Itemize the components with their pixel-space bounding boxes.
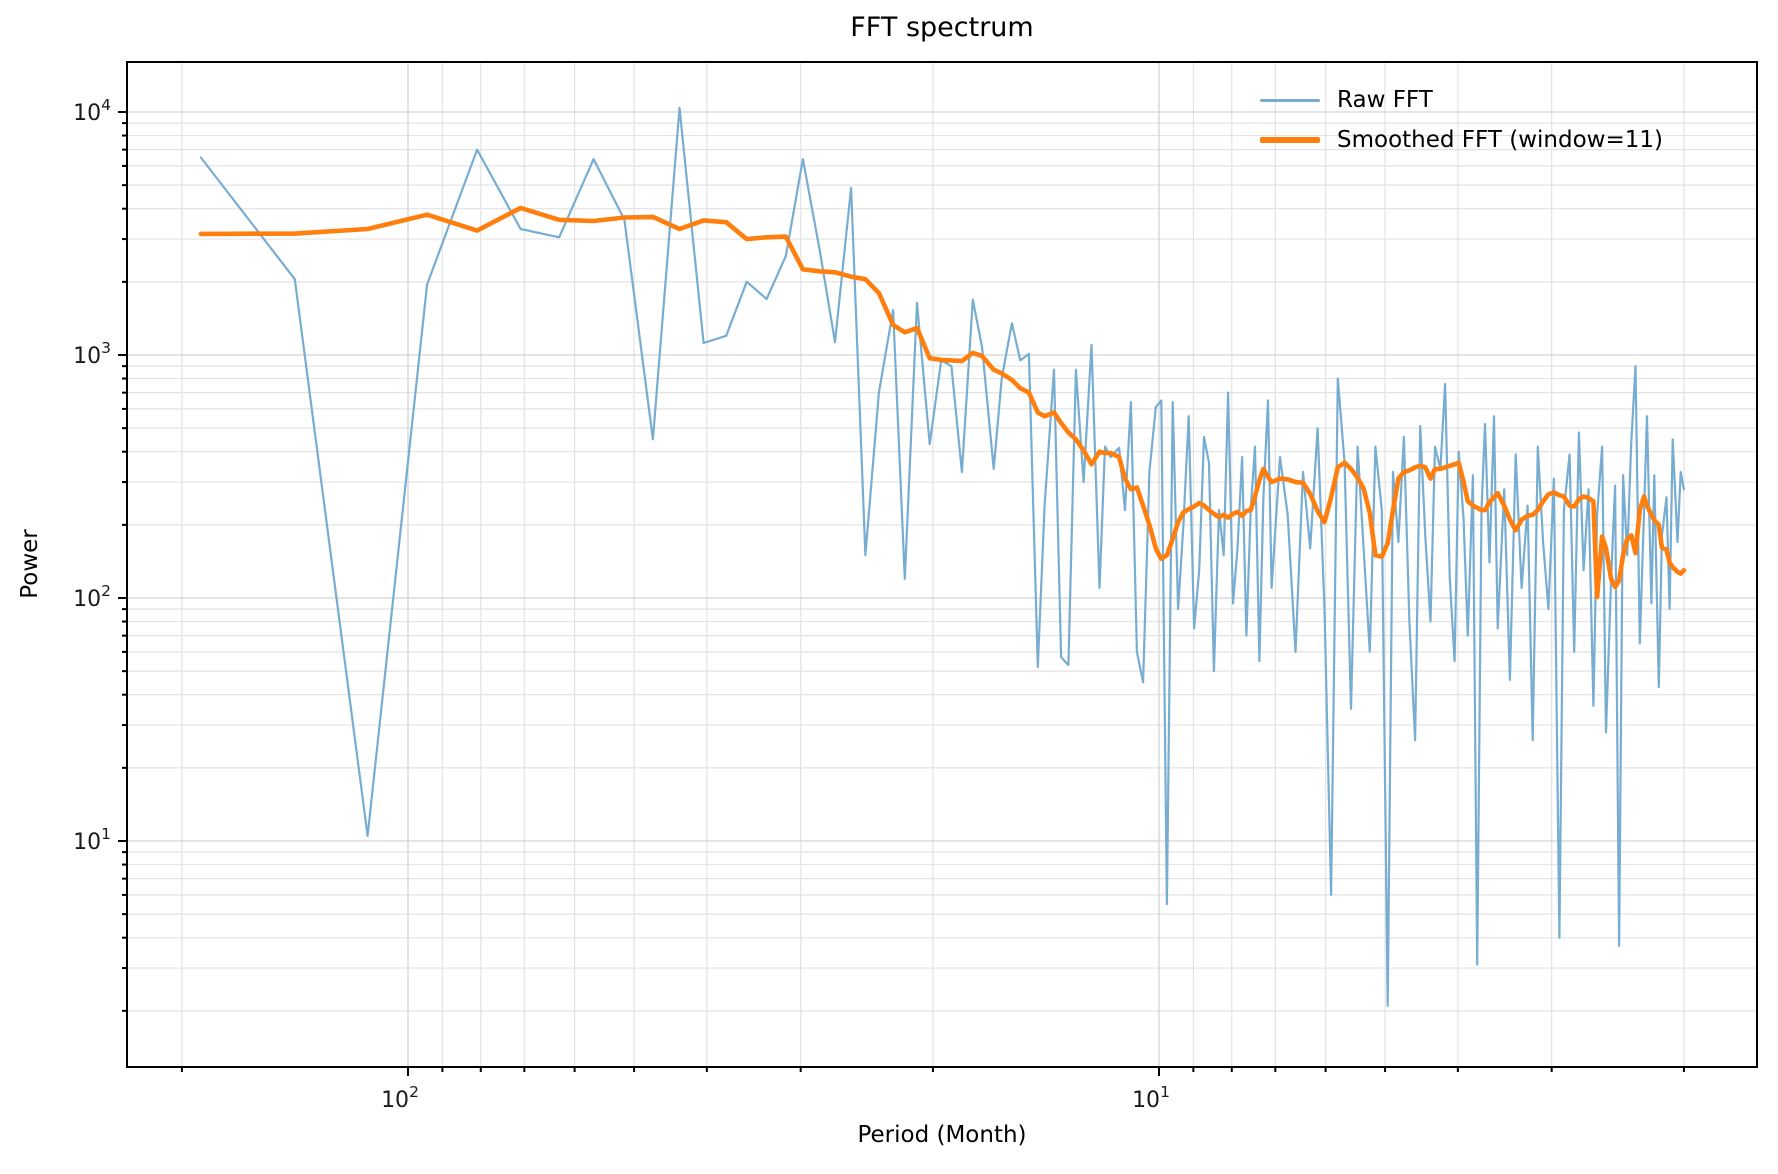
svg-text:103: 103	[73, 339, 111, 369]
legend-label-raw-fft: Raw FFT	[1337, 87, 1433, 113]
svg-text:101: 101	[1132, 1083, 1170, 1113]
raw-fft-line	[199, 106, 1685, 1007]
chart-title: FFT spectrum	[850, 12, 1034, 43]
major-gridlines	[127, 62, 1757, 1067]
svg-text:102: 102	[381, 1083, 419, 1113]
raw-fft-legend-line	[1260, 98, 1320, 102]
legend-item-smoothed-fft: Smoothed FFT (window=11)	[1260, 120, 1663, 160]
legend-item-raw-fft: Raw FFT	[1260, 80, 1663, 120]
tick-labels: 102 101 104 103 102 101	[73, 96, 1170, 1113]
smoothed-fft-line	[198, 205, 1687, 600]
y-axis-label: Power	[17, 529, 43, 599]
legend-label-smoothed-fft: Smoothed FFT (window=11)	[1337, 127, 1663, 153]
legend: Raw FFT Smoothed FFT (window=11)	[1260, 80, 1663, 160]
x-axis-label: Period (Month)	[857, 1122, 1027, 1148]
svg-text:104: 104	[73, 96, 111, 126]
minor-gridlines	[127, 62, 1757, 1067]
plot-border	[126, 61, 1758, 1068]
svg-text:101: 101	[73, 825, 111, 855]
smoothed-fft-legend-line	[1260, 137, 1320, 143]
axis-ticks	[118, 111, 1685, 1076]
svg-text:102: 102	[73, 582, 111, 612]
